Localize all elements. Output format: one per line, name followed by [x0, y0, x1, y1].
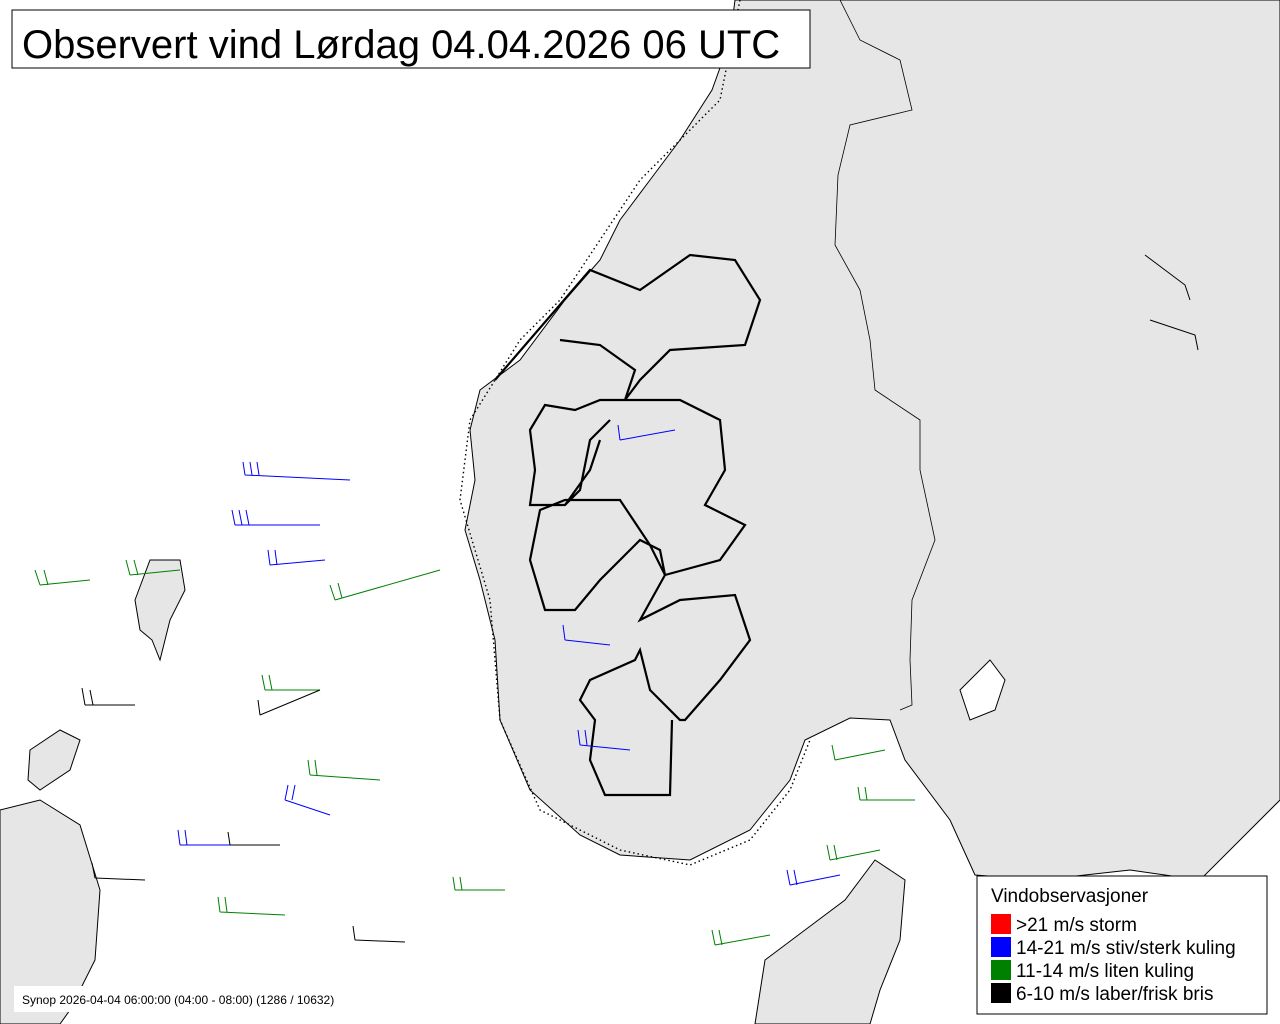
- wind-barb: [1149, 319, 1199, 351]
- title-box: Observert vind Lørdag 04.04.2026 06 UTC: [11, 9, 811, 69]
- wind-barb: [284, 784, 331, 816]
- legend-frame: [976, 875, 1268, 1015]
- title: Observert vind Lørdag 04.04.2026 06 UTC: [22, 23, 780, 67]
- wind-barb: [91, 862, 146, 881]
- wind-barb: [786, 869, 841, 886]
- wind-barb: [227, 831, 280, 846]
- wind-barb: [307, 759, 381, 781]
- wind-barb: [831, 744, 886, 761]
- scotland: [0, 799, 101, 1024]
- title-frame: [11, 9, 811, 69]
- wind-barb: [617, 424, 676, 441]
- wind-barb: [826, 844, 881, 861]
- legend-label: 11-14 m/s liten kuling: [1016, 961, 1194, 982]
- wind-barb: [329, 569, 441, 601]
- wind-barb: [177, 829, 230, 846]
- legend-swatch: [991, 960, 1011, 980]
- wind-barb: [231, 509, 320, 526]
- wind-barb: [562, 624, 611, 646]
- wind-barb: [1144, 254, 1191, 301]
- legend-title: Vindobservasjoner: [991, 886, 1149, 907]
- national-border: [834, 0, 936, 711]
- wind-barb: [267, 549, 326, 566]
- legend-label: 6-10 m/s laber/frisk bris: [1016, 984, 1213, 1005]
- legend-swatch: [991, 983, 1011, 1003]
- county-borders: [494, 253, 762, 797]
- wind-barb: [577, 729, 631, 751]
- shetland: [134, 559, 186, 662]
- wind-barb: [81, 687, 135, 706]
- wind-barb: [711, 929, 771, 946]
- denmark: [754, 859, 906, 1024]
- wind-barb: [257, 689, 321, 716]
- orkney: [27, 729, 81, 791]
- wind-barb: [125, 559, 181, 576]
- legend-swatch: [991, 914, 1011, 934]
- wind-barb: [261, 674, 320, 691]
- vanern: [959, 659, 1006, 721]
- footer: Synop 2026-04-04 06:00:00 (04:00 - 08:00…: [22, 993, 334, 1007]
- footer-frame: [14, 986, 388, 1012]
- wind-barbs: [34, 254, 1199, 946]
- sea-boundary: [459, 0, 811, 866]
- legend-swatch: [991, 937, 1011, 957]
- legend-label: >21 m/s storm: [1016, 915, 1137, 936]
- wind-barb: [352, 925, 406, 943]
- wind-barb: [452, 876, 505, 891]
- wind-barb: [242, 461, 351, 481]
- wind-barb: [857, 786, 915, 801]
- legend-label: 14-21 m/s stiv/sterk kuling: [1016, 938, 1236, 959]
- wind-barb: [34, 569, 91, 586]
- footer-box: Synop 2026-04-04 06:00:00 (04:00 - 08:00…: [14, 986, 388, 1012]
- wind-barb: [217, 896, 286, 916]
